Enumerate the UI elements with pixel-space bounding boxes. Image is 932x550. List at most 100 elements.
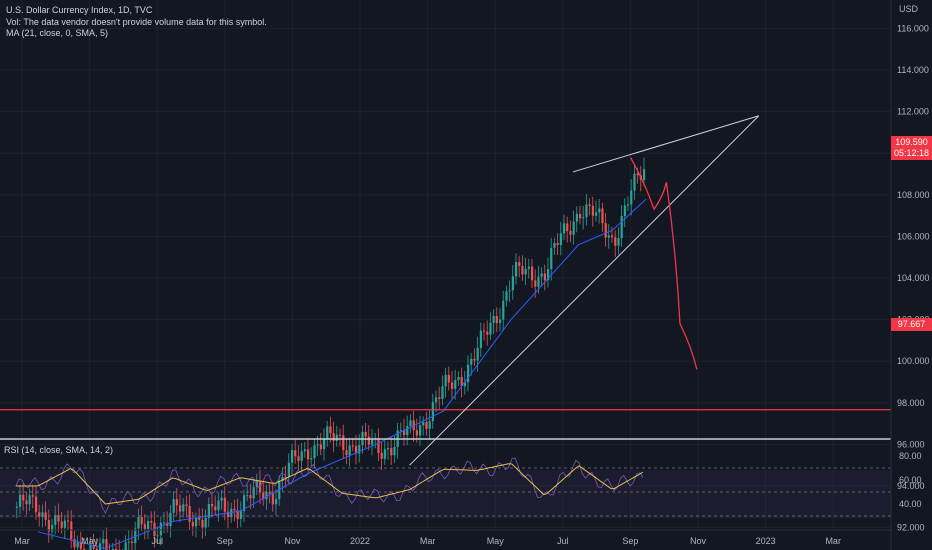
candle-body — [287, 462, 290, 478]
candle-body — [502, 300, 505, 320]
rsi-line — [15, 457, 644, 514]
time-tick-label: May — [81, 536, 99, 546]
rsi-axis[interactable]: 80.00 60.00 40.00 — [899, 451, 922, 509]
candle-body — [434, 397, 438, 403]
candle-body — [210, 504, 214, 507]
candle-body — [598, 208, 601, 213]
price-pane[interactable] — [0, 115, 891, 550]
candle-body — [383, 449, 386, 459]
candle-body — [297, 456, 300, 461]
candle-body — [15, 506, 18, 508]
candle-body — [76, 542, 79, 548]
candle-body — [230, 508, 233, 518]
time-tick-label: Sep — [622, 536, 638, 546]
candle-body — [553, 242, 556, 248]
time-tick-label: Mar — [420, 536, 436, 546]
candle-body — [54, 514, 57, 525]
candle-body — [162, 522, 166, 524]
symbol-legend[interactable]: U.S. Dollar Currency Index, 1D, TVC — [6, 5, 153, 15]
candle-body — [102, 539, 105, 544]
candle-body — [514, 262, 518, 277]
price-tick-label: 100.000 — [897, 356, 930, 366]
support-price-tag: 97.667 — [891, 318, 932, 331]
candle-body — [582, 217, 585, 219]
candle-body — [335, 434, 338, 441]
candle-body — [406, 426, 409, 436]
candle-body — [438, 397, 441, 399]
candle-body — [422, 422, 425, 426]
candle-body — [594, 212, 598, 216]
last-price-value: 109.590 — [895, 137, 928, 147]
candle-body — [342, 435, 345, 451]
candle-body — [290, 450, 294, 463]
projection-path[interactable] — [629, 157, 698, 370]
candle-body — [194, 517, 198, 527]
candle-body — [620, 216, 623, 239]
candle-body — [95, 548, 98, 550]
price-tick-label: 116.000 — [897, 23, 929, 33]
candle-body — [492, 315, 495, 323]
candle-body — [22, 494, 25, 501]
rsi-tick-label: 80.00 — [899, 451, 922, 461]
candle-body — [252, 487, 255, 499]
candle-body — [358, 444, 361, 454]
candle-body — [569, 231, 572, 235]
candle-body — [246, 495, 249, 497]
candle-body — [530, 266, 534, 281]
candle-body — [50, 524, 54, 532]
candle-body — [511, 276, 514, 291]
candle-body — [380, 452, 383, 459]
trendline-upper[interactable] — [572, 115, 759, 173]
candle-body — [268, 492, 271, 494]
candle-body — [633, 173, 636, 191]
candle-body — [329, 426, 332, 434]
candle-body — [191, 521, 194, 527]
time-axis[interactable]: Mar May Jul Sep Nov 2022 Mar May Jul Sep Nov 2023 Ma… — [14, 536, 841, 546]
trendline-lower[interactable] — [409, 115, 760, 466]
candle-body — [604, 223, 607, 238]
candle-body — [319, 444, 322, 450]
last-price-tag: 109.590 05:12:18 — [891, 136, 932, 160]
candle-body — [457, 377, 460, 381]
candle-body — [473, 358, 476, 361]
candle-body — [390, 448, 393, 456]
bar-countdown: 05:12:18 — [893, 148, 930, 158]
candle-body — [73, 539, 76, 548]
candle-body — [540, 273, 543, 277]
volume-legend[interactable]: Vol: The data vendor doesn't provide vol… — [6, 17, 267, 27]
candle-body — [364, 431, 367, 437]
candle-body — [153, 522, 156, 537]
candle-body — [294, 450, 297, 457]
candle-body — [489, 322, 492, 335]
time-tick-label: Sep — [217, 536, 233, 546]
price-tick-label: 96.000 — [897, 439, 925, 449]
rsi-pane[interactable] — [0, 457, 891, 518]
candle-body — [175, 499, 178, 506]
candle-body — [377, 438, 380, 453]
candle-body — [255, 480, 258, 488]
candle-body — [316, 444, 319, 446]
candle-body — [527, 266, 530, 269]
candle-body — [431, 402, 434, 422]
time-tick-label: Jul — [151, 536, 163, 546]
price-tick-label: 112.000 — [897, 107, 929, 117]
price-tick-label: 104.000 — [897, 273, 930, 283]
candle-body — [79, 542, 82, 549]
rsi-legend[interactable]: RSI (14, close, SMA, 14, 2) — [4, 445, 114, 455]
rsi-tick-label: 40.00 — [899, 499, 922, 509]
candle-body — [169, 512, 172, 526]
time-tick-label: 2023 — [756, 536, 776, 546]
candle-body — [518, 262, 521, 266]
candle-body — [386, 448, 390, 450]
candle-body — [630, 190, 633, 205]
candle-body — [415, 430, 418, 436]
candle-body — [310, 458, 313, 460]
candle-body — [278, 481, 281, 500]
candle-body — [418, 425, 422, 436]
candle-body — [41, 512, 44, 517]
candle-body — [585, 204, 588, 218]
ma-legend[interactable]: MA (21, close, 0, SMA, 5) — [6, 28, 109, 38]
candle-body — [44, 512, 47, 520]
candle-body — [89, 545, 92, 550]
